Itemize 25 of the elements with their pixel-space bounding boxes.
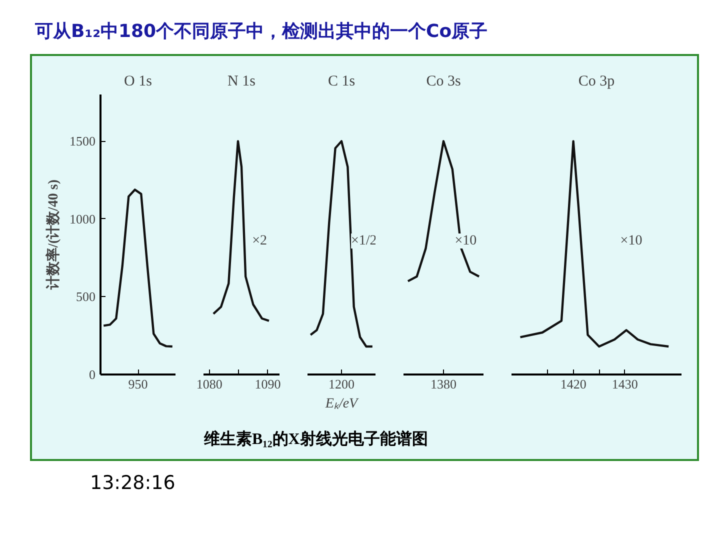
text: 1200 <box>328 376 354 392</box>
y-axis-title: 计数率/(计数/40 s) <box>44 178 62 290</box>
chart-title: O 1s <box>124 73 152 90</box>
x-tick-label: 1430 <box>612 376 638 392</box>
annotation: ×10 <box>620 233 642 248</box>
annotation: ×10 <box>454 233 477 248</box>
y-tick-label: 1500 <box>70 133 96 148</box>
x-tick-label: 1090 <box>254 376 281 392</box>
y-tick-label: 500 <box>76 288 96 304</box>
chart-title: Co 3s <box>426 73 461 90</box>
chart-title: C 1s <box>328 73 356 90</box>
annotation: ×2 <box>252 233 268 248</box>
chart-title: Co 3p <box>578 73 615 90</box>
x-axis-title: Eₖ/eV <box>324 396 360 412</box>
text: 维生素B₁₂的X射线光电子能谱图 <box>204 429 428 450</box>
x-tick-label: 1420 <box>560 376 586 392</box>
y-tick-label: 1000 <box>70 211 96 226</box>
x-tick-label: 1080 <box>196 376 222 392</box>
text: 13:28:16 <box>90 470 176 496</box>
text: 可从B₁₂中180个不同原子中，检测出其中的一个Co原子 <box>35 20 488 44</box>
text: 1380 <box>430 376 456 392</box>
chart-title: N 1s <box>228 73 256 90</box>
line-series <box>102 188 174 348</box>
y-tick-label: 0 <box>89 366 96 382</box>
text: 950 <box>128 376 148 392</box>
